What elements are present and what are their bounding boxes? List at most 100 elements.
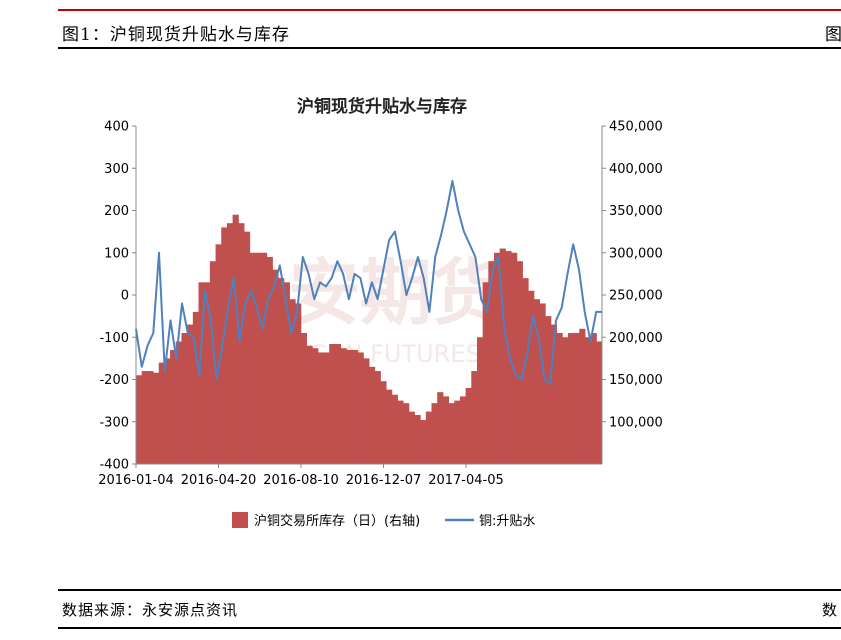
inventory-bar <box>465 387 472 464</box>
inventory-bar <box>243 231 251 465</box>
right-tick-label: 100,000 <box>609 415 663 430</box>
inventory-bar <box>141 371 148 464</box>
inventory-bar <box>153 372 160 464</box>
inventory-bar <box>459 396 467 464</box>
left-tick-label: 400 <box>104 120 129 135</box>
inventory-bar <box>295 303 302 464</box>
inventory-bar <box>232 214 239 464</box>
top-red-rule <box>58 9 841 11</box>
inventory-bar <box>175 341 182 464</box>
inventory-bar <box>431 403 438 464</box>
inventory-bar <box>471 371 478 464</box>
chart-title: 沪铜现货升贴水与库存 <box>297 96 467 117</box>
x-tick-label: 2016-12-07 <box>346 473 422 488</box>
inventory-bar <box>374 371 381 464</box>
inventory-bar <box>505 251 512 464</box>
inventory-bar <box>528 290 535 464</box>
inventory-bar <box>221 227 228 464</box>
x-tick-label: 2016-08-10 <box>263 473 339 488</box>
inventory-bar <box>266 256 273 464</box>
legend-bar-swatch <box>232 512 248 528</box>
figure-title-fragment: 图 <box>825 25 841 45</box>
inventory-bar <box>448 403 455 464</box>
right-tick-label: 400,000 <box>609 162 663 177</box>
left-tick-label: 100 <box>104 246 129 261</box>
inventory-bar <box>391 394 398 464</box>
inventory-bar <box>533 299 540 464</box>
inventory-bar <box>488 261 495 464</box>
inventory-bar <box>408 411 415 464</box>
inventory-bar <box>397 400 404 465</box>
inventory-bar <box>369 366 376 464</box>
legend-line-label: 铜:升贴水 <box>479 514 535 529</box>
inventory-bar <box>516 261 523 464</box>
inventory-bar <box>482 282 489 464</box>
inventory-bar <box>187 324 194 464</box>
spread-line <box>135 179 602 385</box>
inventory-bar <box>556 333 563 464</box>
inventory-bar <box>329 344 336 464</box>
inventory-bar <box>357 352 364 464</box>
left-tick-label: -200 <box>99 373 129 388</box>
inventory-bar <box>539 303 546 464</box>
inventory-bar <box>380 381 387 464</box>
left-tick-label: -400 <box>99 458 129 473</box>
legend: 沪铜交易所库存（日）(右轴) 铜:升贴水 <box>232 512 535 529</box>
right-tick-label: 200,000 <box>609 331 663 346</box>
inventory-bar <box>562 337 569 464</box>
chart: 沪铜现货升贴水与库存 永安期货 YONGAN FUTURES 400300200… <box>98 96 663 529</box>
inventory-bar <box>584 337 592 464</box>
inventory-bar <box>312 348 319 464</box>
inventory-bar <box>414 414 421 464</box>
left-tick-label: 0 <box>121 289 129 304</box>
inventory-bar <box>596 341 603 464</box>
x-tick-label: 2017-04-05 <box>428 473 504 488</box>
source-text: 数据来源：永安源点资讯 <box>62 601 239 619</box>
inventory-bar <box>334 344 342 464</box>
inventory-bar <box>550 324 558 464</box>
inventory-bar <box>272 269 279 464</box>
right-tick-label: 150,000 <box>609 373 663 388</box>
legend-bar-label: 沪铜交易所库存（日）(右轴) <box>254 513 420 529</box>
inventory-bar <box>567 333 575 464</box>
inventory-bar <box>499 248 506 464</box>
inventory-bar <box>579 328 586 464</box>
inventory-bar <box>158 362 165 464</box>
inventory-bar <box>215 244 222 464</box>
inventory-bar <box>511 252 518 464</box>
left-tick-label: 300 <box>104 162 129 177</box>
inventory-bar <box>425 411 433 464</box>
right-tick-label: 450,000 <box>609 120 663 135</box>
inventory-bar <box>226 223 234 464</box>
x-tick-label: 2016-01-04 <box>98 473 174 488</box>
inventory-bar <box>306 345 313 464</box>
inventory-bar <box>420 420 427 464</box>
bottom-rule <box>58 627 841 629</box>
inventory-bar <box>209 261 217 464</box>
inventory-bar <box>573 333 580 464</box>
inventory-bar <box>346 349 353 464</box>
inventory-bar <box>323 352 330 464</box>
inventory-bar <box>181 333 188 464</box>
inventory-bar <box>437 392 444 464</box>
inventory-bar <box>300 333 307 464</box>
inventory-bar <box>386 389 393 464</box>
title-underline <box>58 47 841 49</box>
source-top-rule <box>58 589 841 591</box>
inventory-bar <box>340 348 347 464</box>
inventory-bar <box>261 252 268 464</box>
inventory-bar <box>147 371 154 464</box>
left-tick-label: -300 <box>99 415 129 430</box>
inventory-bar <box>204 282 211 464</box>
inventory-bar <box>442 396 450 464</box>
inventory-bar <box>494 252 501 464</box>
inventory-bar <box>351 349 359 464</box>
inventory-bar <box>136 375 143 464</box>
right-tick-label: 300,000 <box>609 246 663 261</box>
inventory-bar <box>545 316 552 465</box>
inventory-bar <box>283 282 290 464</box>
inventory-bar <box>164 358 171 465</box>
right-tick-label: 350,000 <box>609 204 663 219</box>
inventory-bar <box>198 282 205 464</box>
inventory-bar <box>476 337 484 464</box>
